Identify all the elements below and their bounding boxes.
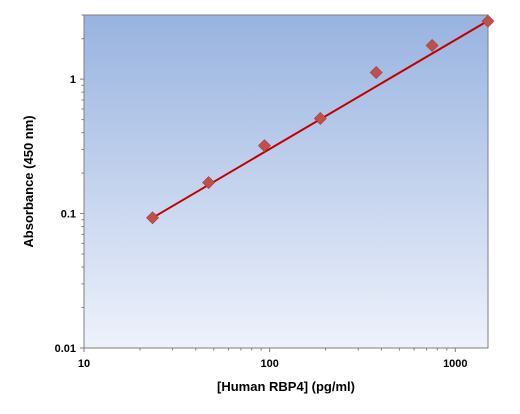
y-tick-label: 0.1 (61, 209, 76, 221)
data-point (146, 211, 159, 225)
x-tick-label: 1000 (443, 358, 467, 370)
x-axis-title: [Human RBP4] (pg/ml) (217, 379, 355, 394)
data-point (313, 112, 327, 125)
x-tick-label: 100 (260, 358, 278, 370)
y-axis: 0.01 0.1 1 (55, 14, 84, 355)
data-point (425, 39, 439, 52)
data-point (369, 66, 383, 79)
data-point (258, 139, 271, 153)
y-tick-label: 1 (70, 74, 76, 86)
y-axis-title: Absorbance (450 nm) (21, 115, 36, 247)
data-point (481, 14, 495, 28)
series-layer (146, 14, 495, 225)
x-axis: 10 100 1000 (78, 348, 468, 370)
x-tick-label: 10 (78, 358, 90, 370)
y-tick-label: 0.01 (55, 343, 76, 355)
data-point (202, 176, 216, 190)
plot-area (83, 14, 489, 349)
